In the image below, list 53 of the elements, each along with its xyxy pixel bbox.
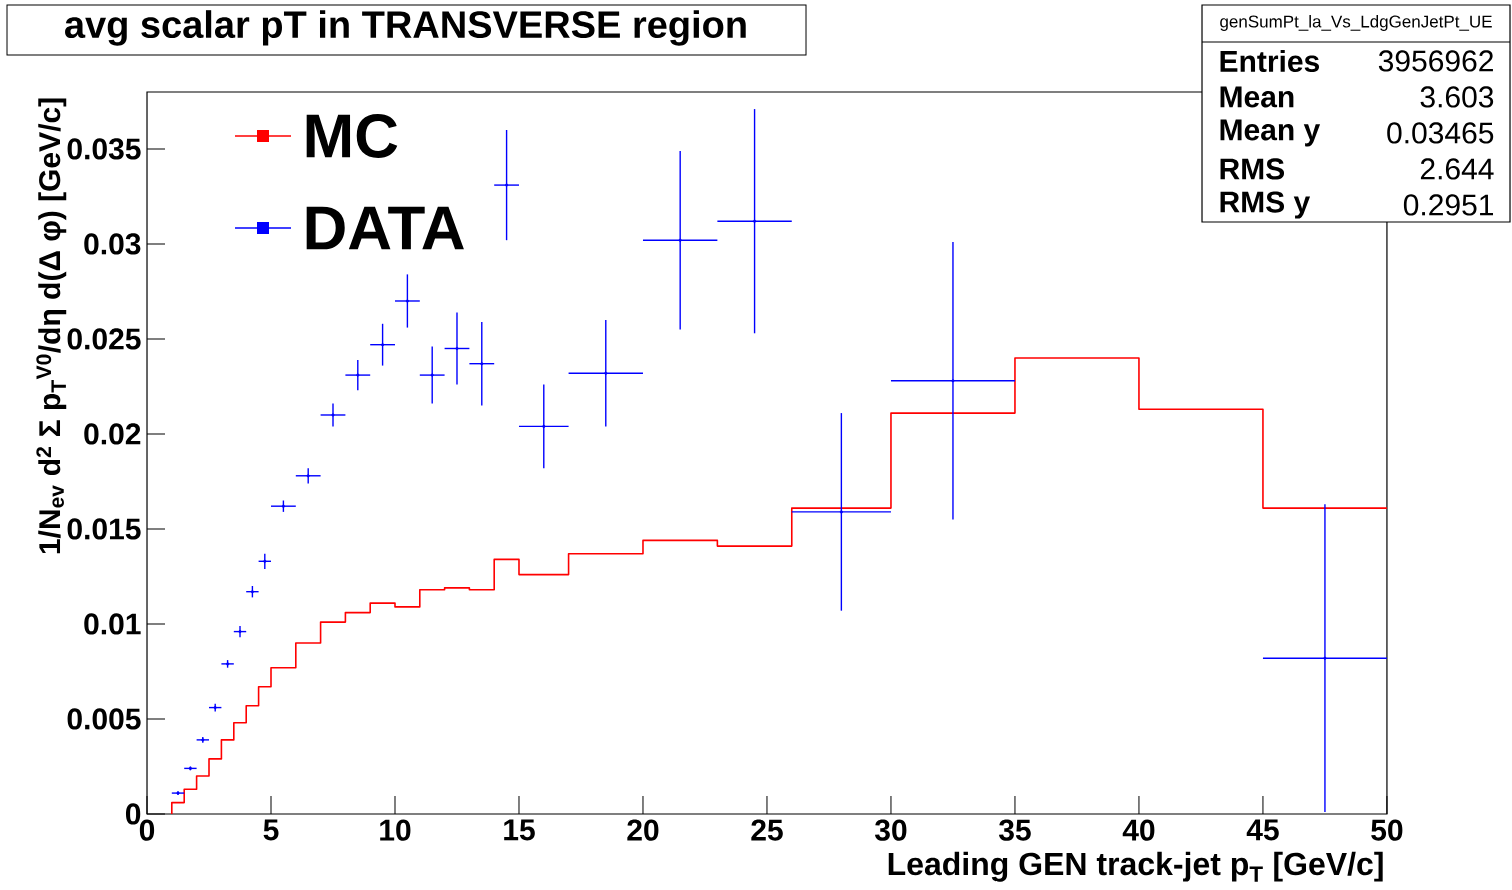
x-axis-title: Leading GEN track-jet p$_{T}$ [GeV/c] — [888, 851, 1383, 882]
point — [238, 630, 242, 634]
x-tick-label: 45 — [1246, 819, 1279, 841]
y-tick-label: 0.03 — [84, 233, 141, 255]
y-tick-label: 0.005 — [67, 708, 141, 730]
point — [306, 474, 310, 478]
y-tick-label: 0 — [125, 803, 141, 825]
point — [430, 373, 434, 377]
legend-label: DATA — [306, 206, 464, 250]
text: 3.603 — [1420, 86, 1494, 108]
point — [331, 413, 335, 417]
point — [604, 371, 608, 375]
point — [542, 424, 546, 428]
point — [505, 183, 509, 187]
point — [951, 379, 955, 383]
text: 2.644 — [1420, 158, 1494, 180]
annotation: Mean — [1220, 86, 1294, 108]
annotation: RMS — [1220, 158, 1285, 180]
x-tick-label: 5 — [263, 819, 279, 841]
point — [480, 362, 484, 366]
x-tick-label: 30 — [874, 819, 907, 841]
x-tick-label: 40 — [1122, 819, 1155, 841]
point — [839, 510, 843, 514]
text: 0.2951 — [1403, 194, 1494, 216]
legend-label: MC — [306, 114, 398, 158]
x-tick-label: 35 — [998, 819, 1031, 841]
text: Entries — [1220, 49, 1320, 72]
y-tick-label: 0.015 — [67, 518, 141, 540]
annotation: Mean y — [1220, 119, 1321, 147]
x-tick-label: 25 — [751, 819, 783, 841]
annotation: RMS y — [1220, 191, 1311, 219]
chart-title: avg scalar pT in TRANSVERSE region — [65, 10, 746, 46]
y-tick-label: 0.02 — [84, 423, 141, 445]
point — [678, 238, 682, 242]
x-tick-label: 10 — [380, 819, 411, 841]
x-tick-label: 20 — [627, 819, 659, 841]
x-tick-label: 15 — [504, 819, 535, 841]
y-tick-label: 0.01 — [84, 613, 141, 635]
point — [405, 299, 409, 303]
point — [281, 504, 285, 508]
x-tick-label: 0 — [139, 819, 155, 841]
point — [263, 559, 267, 563]
point — [455, 346, 459, 350]
y-axis-title: 1/N$_{ev}$ d$^{2}$ Σ p$_{T}$$^{V0}$/dη d(Δ φ) [GeV/c] — [36, 98, 67, 554]
x-tick-label: 50 — [1371, 819, 1403, 841]
point — [1323, 656, 1327, 660]
text: genSumPt_la_Vs_LdgGenJetPt_UE — [1220, 15, 1492, 31]
point — [753, 219, 757, 223]
y-tick-label: 0.025 — [67, 328, 141, 350]
y-tick-label: 0.035 — [67, 138, 141, 160]
text: 3956962 — [1378, 50, 1493, 72]
point — [356, 373, 360, 377]
text: 0.03465 — [1387, 122, 1494, 144]
